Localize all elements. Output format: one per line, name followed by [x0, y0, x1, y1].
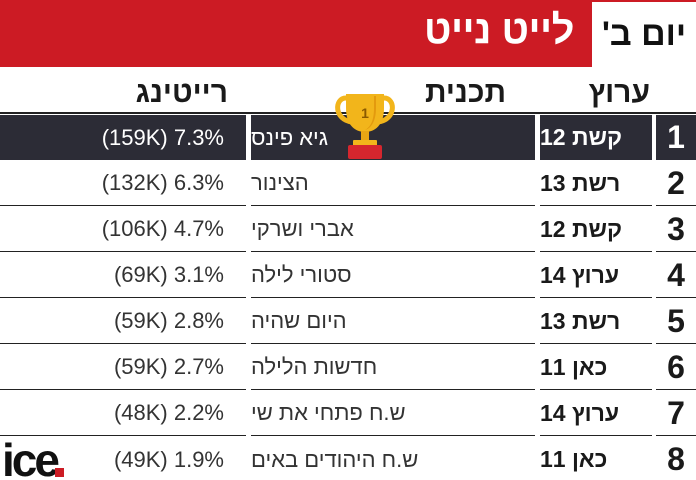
table-row: (106K) 4.7% אברי ושרקי קשת 12 3	[0, 207, 696, 253]
program-cell: ש.ח פתחי את שי	[251, 391, 535, 436]
program-cell: ש.ח היהודים באים	[251, 446, 419, 472]
rating-cell: (106K) 4.7%	[0, 207, 246, 252]
logo-dot	[55, 468, 64, 477]
table-row: (59K) 2.8% היום שהיה רשת 13 5	[0, 299, 696, 345]
program-cell: היום שהיה	[251, 299, 535, 344]
column-header-program: תכנית	[424, 76, 506, 109]
day-label: יום ב'	[601, 15, 687, 53]
ice-logo: ice	[2, 436, 64, 480]
network-cell: כאן 11	[540, 446, 608, 472]
network-cell: רשת 13	[540, 299, 652, 344]
table-row: (49K) 1.9% ש.ח היהודים באים כאן 11 8	[0, 437, 696, 480]
network-cell: רשת 13	[540, 161, 652, 206]
program-cell: הצינור	[251, 161, 535, 206]
table-row: (132K) 6.3% הצינור רשת 13 2	[0, 161, 696, 207]
program-cell: סטורי לילה	[251, 253, 535, 298]
program-cell: חדשות הלילה	[251, 345, 535, 390]
rank-cell: 8	[667, 441, 685, 477]
rank-cell: 2	[656, 161, 696, 206]
rank-cell: 1	[656, 115, 696, 160]
page-title: לייט נייט	[423, 8, 575, 52]
rating-cell: (159K) 7.3%	[0, 115, 246, 160]
network-cell: ערוץ 14	[540, 253, 652, 298]
header: לייט נייט יום ב'	[0, 0, 696, 67]
rating-cell: (69K) 3.1%	[0, 253, 246, 298]
rank-cell: 4	[656, 253, 696, 298]
rating-cell: (48K) 2.2%	[0, 391, 246, 436]
rating-cell: (132K) 6.3%	[0, 161, 246, 206]
rank-cell: 7	[656, 391, 696, 436]
day-label-box: יום ב'	[592, 0, 696, 67]
logo-text: ice	[2, 436, 59, 480]
rating-cell: (59K) 2.8%	[0, 299, 246, 344]
rating-cell: (59K) 2.7%	[0, 345, 246, 390]
network-cell: ערוץ 14	[540, 391, 652, 436]
network-cell: כאן 11	[540, 345, 652, 390]
header-title-bar	[0, 0, 592, 67]
network-cell: קשת 12	[540, 207, 652, 252]
table-row: (59K) 2.7% חדשות הלילה כאן 11 6	[0, 345, 696, 391]
program-cell: אברי ושרקי	[251, 207, 535, 252]
program-cell: גיא פינס	[251, 115, 535, 160]
column-header-network: ערוץ	[588, 76, 650, 109]
table-row: (159K) 7.3% גיא פינס קשת 12 1	[0, 115, 696, 161]
rating-cell: (49K) 1.9%	[113, 446, 224, 472]
column-header-rating: רייטינג	[135, 76, 228, 109]
network-cell: קשת 12	[540, 115, 652, 160]
table-row: (48K) 2.2% ש.ח פתחי את שי ערוץ 14 7	[0, 391, 696, 437]
rank-cell: 6	[656, 345, 696, 390]
trophy-number: 1	[361, 105, 369, 121]
rank-cell: 3	[656, 207, 696, 252]
rank-cell: 5	[656, 299, 696, 344]
trophy-icon: 1	[335, 94, 395, 159]
table-row: (69K) 3.1% סטורי לילה ערוץ 14 4	[0, 253, 696, 299]
